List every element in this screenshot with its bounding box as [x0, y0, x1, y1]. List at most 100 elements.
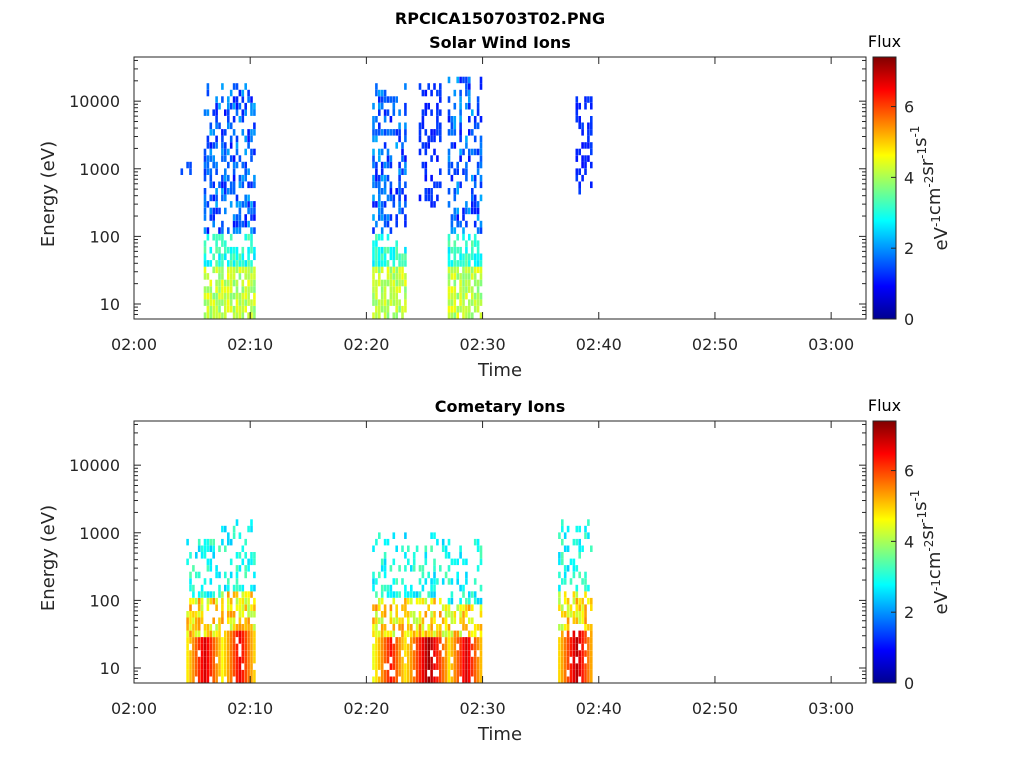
- heatmap-cell: [468, 591, 471, 598]
- heatmap-cell: [407, 545, 410, 552]
- x-tick-label: 02:30: [460, 699, 506, 718]
- heatmap-cell: [430, 637, 433, 644]
- heatmap-cell: [229, 260, 233, 267]
- heatmap-cell: [232, 227, 236, 234]
- heatmap-cell: [215, 650, 218, 657]
- heatmap-cell: [404, 630, 407, 638]
- heatmap-cell: [398, 565, 401, 572]
- x-tick-label: 03:00: [808, 335, 854, 354]
- colorbar-tick-label: 6: [904, 98, 914, 117]
- heatmap-cell: [232, 102, 236, 110]
- heatmap-cell: [227, 611, 230, 618]
- heatmap-cell: [471, 201, 474, 208]
- heatmap-cell: [578, 571, 581, 579]
- heatmap-cell: [209, 168, 213, 175]
- heatmap-cell: [224, 312, 227, 319]
- heatmap-cell: [389, 676, 393, 683]
- heatmap-cell: [378, 312, 381, 319]
- heatmap-cell: [476, 656, 480, 664]
- heatmap-cell: [238, 260, 242, 267]
- heatmap-cell: [253, 643, 256, 651]
- heatmap-cell: [473, 656, 477, 664]
- heatmap-cell: [453, 129, 457, 136]
- heatmap-cell: [404, 591, 407, 598]
- heatmap-cell: [479, 135, 483, 143]
- heatmap-cell: [238, 552, 242, 559]
- heatmap-cell: [459, 669, 462, 677]
- heatmap-cell: [224, 142, 227, 149]
- heatmap-cell: [462, 227, 465, 234]
- heatmap-cell: [566, 597, 570, 605]
- heatmap-cell: [450, 260, 454, 267]
- heatmap-cell: [218, 656, 221, 664]
- heatmap-cell: [386, 676, 390, 683]
- heatmap-cell: [209, 597, 213, 605]
- heatmap-cell: [590, 129, 593, 136]
- heatmap-cell: [572, 597, 576, 605]
- heatmap-cell: [587, 624, 590, 631]
- heatmap-cell: [235, 96, 239, 103]
- heatmap-cell: [479, 155, 483, 162]
- heatmap-cell: [421, 656, 425, 664]
- heatmap-cell: [380, 253, 384, 261]
- heatmap-cell: [227, 597, 230, 605]
- heatmap-cell: [253, 558, 256, 566]
- heatmap-cell: [575, 584, 579, 592]
- heatmap-cell: [380, 650, 384, 657]
- heatmap-cell: [404, 109, 407, 116]
- heatmap-cell: [407, 643, 410, 651]
- heatmap-cell: [410, 597, 413, 605]
- heatmap-cell: [566, 617, 570, 624]
- heatmap-cell: [229, 233, 233, 241]
- heatmap-cell: [247, 220, 250, 228]
- heatmap-cell: [456, 233, 459, 241]
- heatmap-cell: [453, 656, 457, 664]
- heatmap-cell: [229, 571, 233, 579]
- heatmap-cell: [476, 122, 480, 130]
- heatmap-cell: [476, 597, 480, 605]
- heatmap-cell: [433, 532, 436, 539]
- heatmap-cell: [561, 624, 564, 631]
- heatmap-cell: [450, 174, 454, 182]
- heatmap-cell: [250, 305, 253, 313]
- heatmap-cell: [247, 194, 250, 202]
- heatmap-cell: [247, 565, 250, 572]
- heatmap-cell: [476, 676, 480, 683]
- heatmap-cell: [479, 663, 483, 670]
- heatmap-cell: [415, 617, 419, 624]
- heatmap-cell: [375, 83, 378, 90]
- heatmap-cell: [241, 643, 245, 651]
- x-tick-label: 02:20: [343, 699, 389, 718]
- heatmap-cell: [439, 89, 442, 97]
- heatmap-cell: [578, 148, 581, 156]
- heatmap-cell: [424, 676, 428, 683]
- heatmap-cell: [572, 650, 576, 657]
- heatmap-cell: [241, 591, 245, 598]
- heatmap-cell: [235, 571, 239, 579]
- heatmap-cell: [229, 643, 233, 651]
- heatmap-cell: [398, 305, 401, 313]
- heatmap-cell: [468, 286, 471, 293]
- colorbar-tick-label: 4: [904, 532, 914, 551]
- heatmap-cell: [479, 220, 483, 228]
- heatmap-cell: [241, 292, 245, 300]
- heatmap-cell: [412, 630, 416, 638]
- heatmap-cell: [410, 565, 413, 572]
- heatmap-cell: [229, 181, 233, 189]
- heatmap-cell: [476, 669, 480, 677]
- heatmap-cell: [578, 168, 581, 175]
- heatmap-cell: [378, 650, 381, 657]
- heatmap-cell: [439, 135, 442, 143]
- heatmap-cell: [456, 571, 459, 579]
- heatmap-cell: [447, 312, 451, 319]
- heatmap-cell: [479, 292, 483, 300]
- heatmap-cell: [558, 558, 561, 566]
- heatmap-cell: [221, 299, 224, 306]
- heatmap-cell: [584, 591, 587, 598]
- heatmap-cell: [468, 650, 471, 657]
- heatmap-cell: [192, 676, 195, 683]
- heatmap-cell: [459, 650, 462, 657]
- heatmap-cell: [427, 102, 430, 110]
- heatmap-cell: [427, 135, 430, 143]
